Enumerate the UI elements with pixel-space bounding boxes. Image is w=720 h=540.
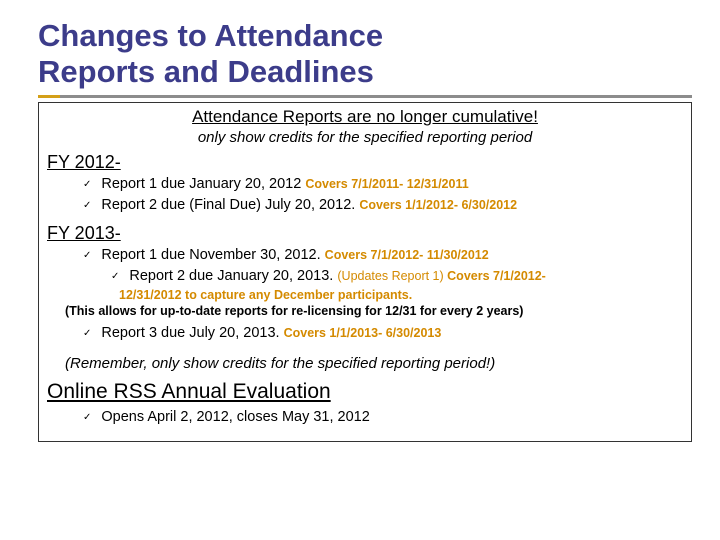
report-text: Report 1 due November 30, 2012. xyxy=(101,247,324,263)
check-icon: ✓ xyxy=(83,327,91,340)
check-icon: ✓ xyxy=(83,199,91,212)
report-text: Report 2 due (Final Due) July 20, 2012. xyxy=(101,197,359,213)
title-line-2: Reports and Deadlines xyxy=(38,54,374,89)
covers-text: Covers 7/1/2012- 11/30/2012 xyxy=(325,248,489,262)
bullet-text: Report 2 due January 20, 2013. (Updates … xyxy=(129,267,545,286)
bullet-text: Report 2 due (Final Due) July 20, 2012. … xyxy=(101,196,517,215)
reminder: (Remember, only show credits for the spe… xyxy=(65,355,683,372)
accent-gray-segment xyxy=(60,95,692,98)
online-item: ✓ Opens April 2, 2012, closes May 31, 20… xyxy=(83,408,683,427)
headline: Attendance Reports are no longer cumulat… xyxy=(47,107,683,127)
covers-text: Covers 7/1/2011- 12/31/2011 xyxy=(305,177,468,191)
accent-bar xyxy=(38,95,692,98)
fy2012-report1: ✓ Report 1 due January 20, 2012 Covers 7… xyxy=(83,175,683,194)
content-box: Attendance Reports are no longer cumulat… xyxy=(38,102,692,442)
bullet-text: Opens April 2, 2012, closes May 31, 2012 xyxy=(101,408,369,427)
report-text: Report 3 due July 20, 2013. xyxy=(101,325,283,341)
bullet-text: Report 1 due November 30, 2012. Covers 7… xyxy=(101,246,488,265)
bullet-text: Report 3 due July 20, 2013. Covers 1/1/2… xyxy=(101,324,441,343)
report-text: Report 1 due January 20, 2012 xyxy=(101,176,305,192)
check-icon: ✓ xyxy=(83,249,91,262)
fy2013-label: FY 2013- xyxy=(47,223,683,244)
check-icon: ✓ xyxy=(111,270,119,283)
subhead: only show credits for the specified repo… xyxy=(47,129,683,146)
accent-gold-segment xyxy=(38,95,60,98)
online-label: Online RSS Annual Evaluation xyxy=(47,380,683,404)
covers-text: Covers 1/1/2012- 6/30/2012 xyxy=(359,198,517,212)
slide-title: Changes to Attendance Reports and Deadli… xyxy=(38,18,692,89)
fy2013-report2: ✓ Report 2 due January 20, 2013. (Update… xyxy=(111,267,683,286)
update-note: (Updates Report 1) xyxy=(337,269,447,283)
fy2013-report3: ✓ Report 3 due July 20, 2013. Covers 1/1… xyxy=(83,324,683,343)
fy2012-report2: ✓ Report 2 due (Final Due) July 20, 2012… xyxy=(83,196,683,215)
slide: Changes to Attendance Reports and Deadli… xyxy=(0,0,720,540)
covers-text: Covers 1/1/2013- 6/30/2013 xyxy=(284,326,442,340)
covers-text: Covers 7/1/2012- xyxy=(447,269,546,283)
check-icon: ✓ xyxy=(83,411,91,424)
fy2012-label: FY 2012- xyxy=(47,152,683,173)
report-text: Report 2 due January 20, 2013. xyxy=(129,268,337,284)
bullet-text: Report 1 due January 20, 2012 Covers 7/1… xyxy=(101,175,468,194)
title-line-1: Changes to Attendance xyxy=(38,18,383,53)
check-icon: ✓ xyxy=(83,178,91,191)
paren-note: (This allows for up-to-date reports for … xyxy=(65,304,683,318)
fy2013-r2-detail: 12/31/2012 to capture any December parti… xyxy=(119,288,683,304)
fy2013-report1: ✓ Report 1 due November 30, 2012. Covers… xyxy=(83,246,683,265)
